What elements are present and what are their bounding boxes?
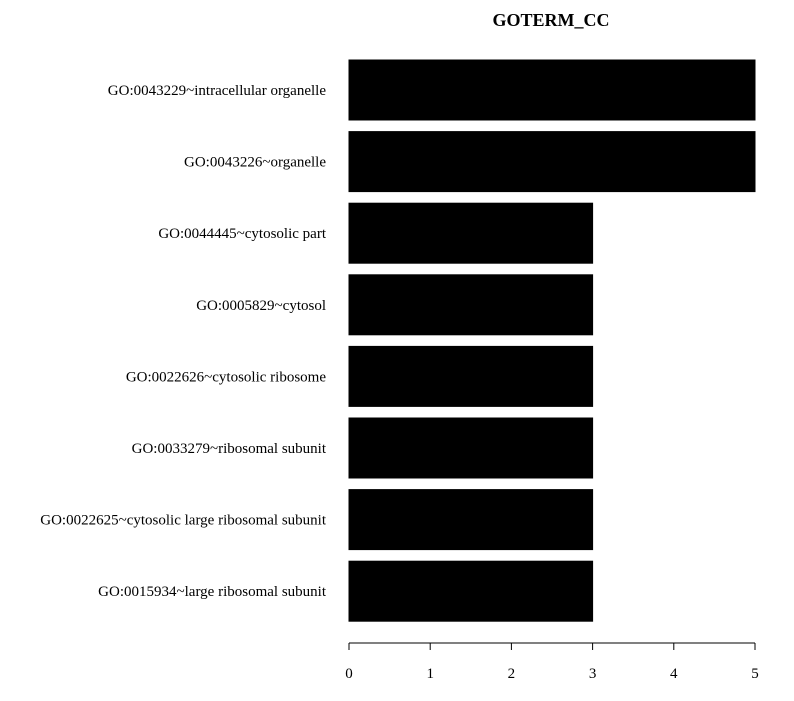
bar <box>348 274 594 336</box>
bars-layer <box>348 59 756 622</box>
x-tick-label: 0 <box>345 666 353 682</box>
x-axis: 0 1 2 3 4 5 <box>345 642 759 682</box>
bar <box>348 59 756 121</box>
bar <box>348 131 756 193</box>
x-tick-label: 1 <box>426 666 434 682</box>
category-label: GO:0033279~ribosomal subunit <box>132 441 327 457</box>
bar <box>348 202 594 264</box>
bar <box>348 489 594 551</box>
category-labels: GO:0043229~intracellular organelle GO:004… <box>40 83 327 600</box>
chart-title: GOTERM_CC <box>493 10 610 30</box>
category-label: GO:0044445~cytosolic part <box>158 226 327 242</box>
x-tick-label: 3 <box>589 666 597 682</box>
category-label: GO:0015934~large ribosomal subunit <box>98 584 327 600</box>
bar <box>348 417 594 479</box>
bar <box>348 560 594 622</box>
category-label: GO:0043229~intracellular organelle <box>108 83 327 99</box>
x-tick-label: 2 <box>508 666 516 682</box>
x-tick-label: 4 <box>670 666 678 682</box>
category-label: GO:0022625~cytosolic large ribosomal sub… <box>40 513 327 529</box>
category-label: GO:0005829~cytosol <box>196 298 326 314</box>
category-label: GO:0043226~organelle <box>184 155 326 171</box>
category-label: GO:0022626~cytosolic ribosome <box>126 369 327 385</box>
x-tick-label: 5 <box>751 666 759 682</box>
bar <box>348 345 594 407</box>
